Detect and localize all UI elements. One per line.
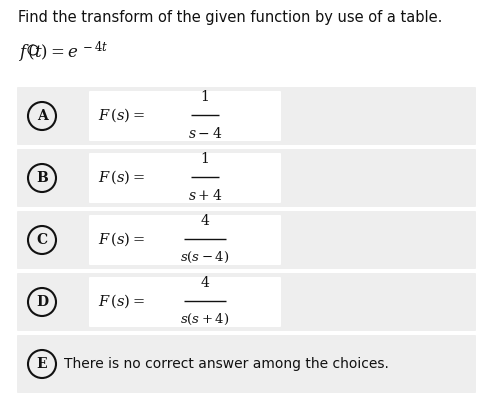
FancyBboxPatch shape (17, 211, 476, 269)
FancyBboxPatch shape (17, 87, 476, 145)
Text: $\mathit{s}(\mathit{s} - 4)$: $\mathit{s}(\mathit{s} - 4)$ (180, 250, 230, 265)
Text: $\mathit{s}(\mathit{s} + 4)$: $\mathit{s}(\mathit{s} + 4)$ (180, 312, 230, 327)
Text: E: E (36, 357, 47, 371)
FancyBboxPatch shape (89, 215, 281, 265)
Text: 4: 4 (201, 276, 210, 290)
Text: A: A (36, 109, 47, 123)
Text: 1: 1 (201, 90, 210, 104)
Text: $F\,(\mathit{s}) =$: $F\,(\mathit{s}) =$ (98, 292, 145, 310)
FancyBboxPatch shape (17, 273, 476, 331)
Text: Find the transform of the given function by use of a table.: Find the transform of the given function… (18, 10, 442, 25)
Text: $\mathit{s} + 4$: $\mathit{s} + 4$ (188, 188, 222, 203)
FancyBboxPatch shape (89, 153, 281, 203)
FancyBboxPatch shape (17, 149, 476, 207)
FancyBboxPatch shape (89, 277, 281, 327)
Text: $f\,(t) = e^{\,-4t}$: $f\,(t) = e^{\,-4t}$ (18, 40, 108, 65)
Text: D: D (36, 295, 48, 309)
Text: $\mathit{s} - 4$: $\mathit{s} - 4$ (188, 126, 222, 141)
Text: 1: 1 (201, 152, 210, 166)
Text: $F\,(\mathit{s}) =$: $F\,(\mathit{s}) =$ (98, 168, 145, 186)
Text: C: C (36, 233, 47, 247)
Text: $F\,(\mathit{s}) =$: $F\,(\mathit{s}) =$ (98, 106, 145, 124)
FancyBboxPatch shape (89, 91, 281, 141)
FancyBboxPatch shape (17, 335, 476, 393)
Text: B: B (36, 171, 48, 185)
Text: 4: 4 (201, 214, 210, 228)
Text: $F\,(\mathit{s}) =$: $F\,(\mathit{s}) =$ (98, 230, 145, 248)
Text: There is no correct answer among the choices.: There is no correct answer among the cho… (64, 357, 389, 371)
